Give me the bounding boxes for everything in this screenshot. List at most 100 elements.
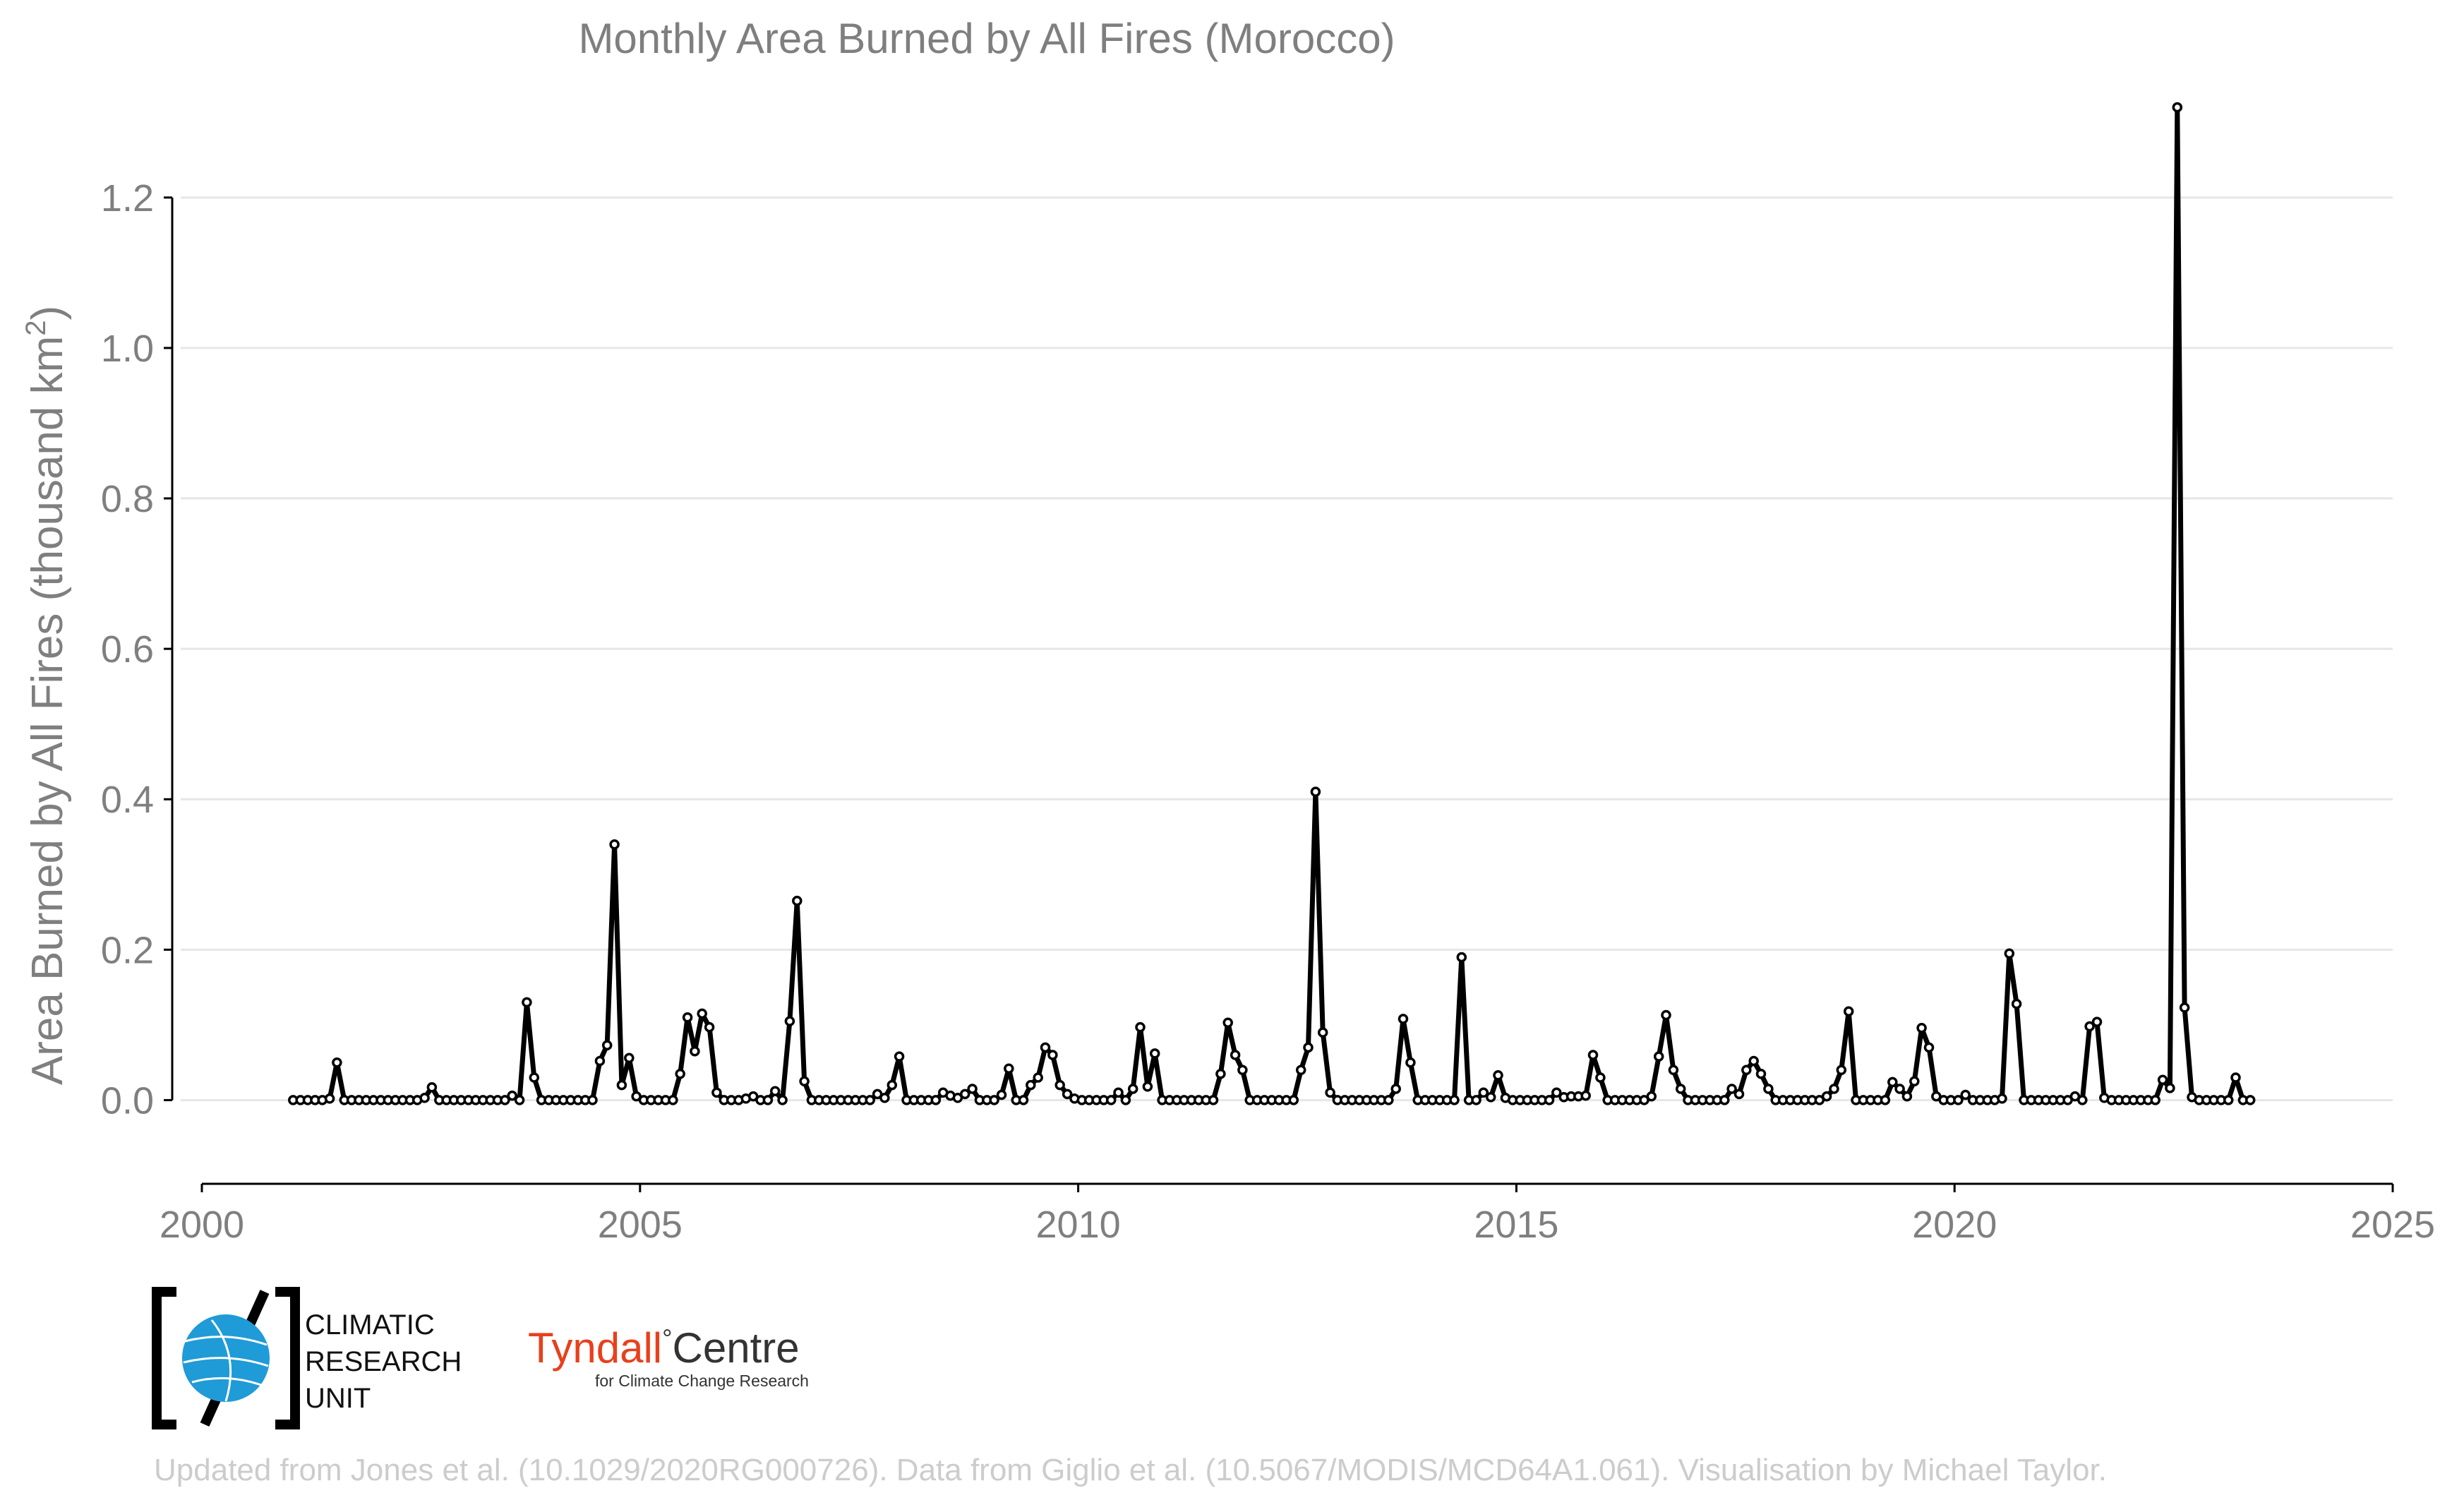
data-point [799, 1076, 810, 1087]
data-point [1018, 1095, 1029, 1105]
y-axis-label-superscript: 2 [20, 320, 52, 336]
data-point [1325, 1087, 1335, 1098]
data-point [865, 1095, 875, 1105]
data-point [1668, 1065, 1679, 1076]
tyndall-degree: ° [662, 1324, 672, 1353]
y-axis: 0.0 0.2 0.4 0.6 0.8 1.0 1.2 [101, 177, 174, 1122]
data-point [1485, 1091, 1496, 1103]
data-point [594, 1055, 606, 1067]
data-point [1551, 1087, 1562, 1098]
data-point [1997, 1093, 2007, 1104]
x-tick-label: 2010 [1036, 1204, 1121, 1246]
data-point [1755, 1068, 1767, 1079]
data-point [1208, 1095, 1219, 1105]
data-point [1383, 1095, 1394, 1105]
data-point [1916, 1022, 1927, 1033]
data-point [887, 1079, 898, 1091]
data-point [1310, 786, 1321, 797]
data-point [777, 1095, 788, 1105]
data-point [1748, 1055, 1759, 1067]
data-point [1303, 1042, 1314, 1053]
data-point [1026, 1079, 1036, 1091]
data-point [2223, 1095, 2234, 1105]
data-point [1580, 1090, 1591, 1101]
data-point [522, 997, 532, 1008]
data-point [792, 895, 803, 906]
data-point [1127, 1084, 1138, 1094]
data-point [1719, 1095, 1730, 1105]
data-point [879, 1093, 890, 1103]
data-point [1953, 1095, 1964, 1105]
data-point [704, 1021, 715, 1033]
data-point [1054, 1079, 1065, 1091]
data-point [1120, 1095, 1131, 1105]
data-point [2004, 948, 2015, 959]
data-point [1587, 1050, 1599, 1060]
data-point [1405, 1057, 1416, 1068]
data-point [500, 1095, 510, 1105]
data-point [1390, 1084, 1401, 1094]
x-tick-label: 2025 [2350, 1204, 2435, 1246]
data-point [1004, 1063, 1014, 1074]
x-axis: 2000 2005 2010 2015 2020 2025 [160, 1182, 2435, 1246]
data-point [697, 1008, 707, 1019]
data-point [1288, 1095, 1299, 1105]
data-point [1829, 1084, 1839, 1094]
data-point [784, 1016, 795, 1026]
data-point [1843, 1006, 1854, 1017]
data-point [1836, 1065, 1847, 1076]
data-point [2150, 1095, 2160, 1105]
data-point [2244, 1095, 2256, 1105]
cru-logo: CLIMATIC RESEARCH UNIT [152, 1287, 462, 1429]
tyndall-name-part1: Tyndall [528, 1324, 662, 1372]
data-point [2011, 998, 2022, 1009]
data-point [690, 1045, 700, 1057]
data-point [1733, 1089, 1745, 1100]
data-point [668, 1095, 678, 1105]
data-point [624, 1053, 635, 1064]
y-gridlines [181, 196, 2393, 1101]
data-point [996, 1089, 1007, 1101]
data-point [1398, 1014, 1409, 1024]
data-point [1135, 1021, 1146, 1033]
data-point [2230, 1072, 2241, 1083]
data-point [1653, 1051, 1664, 1062]
data-point [682, 1012, 693, 1023]
cru-logo-line2: RESEARCH [305, 1346, 462, 1377]
data-point [2157, 1074, 2168, 1085]
data-point [2172, 102, 2183, 113]
data-point [2077, 1095, 2088, 1105]
y-tick-label: 0.0 [101, 1079, 154, 1122]
data-point [959, 1089, 970, 1100]
data-point [1901, 1091, 1913, 1102]
data-point [609, 839, 620, 850]
data-point [507, 1090, 517, 1101]
series-line [293, 104, 2251, 1103]
data-point [1105, 1095, 1117, 1105]
data-point [930, 1095, 942, 1105]
data-point [1909, 1076, 1920, 1087]
y-tick-label: 0.6 [101, 628, 154, 671]
data-point [1894, 1084, 1905, 1094]
tyndall-tagline: for Climate Change Research [595, 1372, 809, 1390]
data-point [1595, 1072, 1606, 1083]
data-point [711, 1087, 722, 1098]
data-point [1215, 1068, 1226, 1079]
data-point [1887, 1077, 1898, 1088]
chart-title: Monthly Area Burned by All Fires (Morocc… [578, 15, 1395, 62]
data-point [616, 1079, 627, 1091]
data-point [1763, 1084, 1774, 1094]
globe-icon [182, 1314, 270, 1402]
data-point [1646, 1091, 1657, 1102]
data-point [1880, 1095, 1891, 1105]
data-point [1741, 1065, 1752, 1076]
data-point [1149, 1048, 1160, 1059]
data-point [1040, 1042, 1051, 1053]
y-tick-label: 1.2 [101, 177, 154, 220]
y-tick-label: 0.4 [101, 779, 154, 821]
data-point [1923, 1042, 1935, 1053]
data-point [587, 1095, 598, 1105]
data-point [1726, 1084, 1737, 1094]
data-point [769, 1086, 781, 1096]
